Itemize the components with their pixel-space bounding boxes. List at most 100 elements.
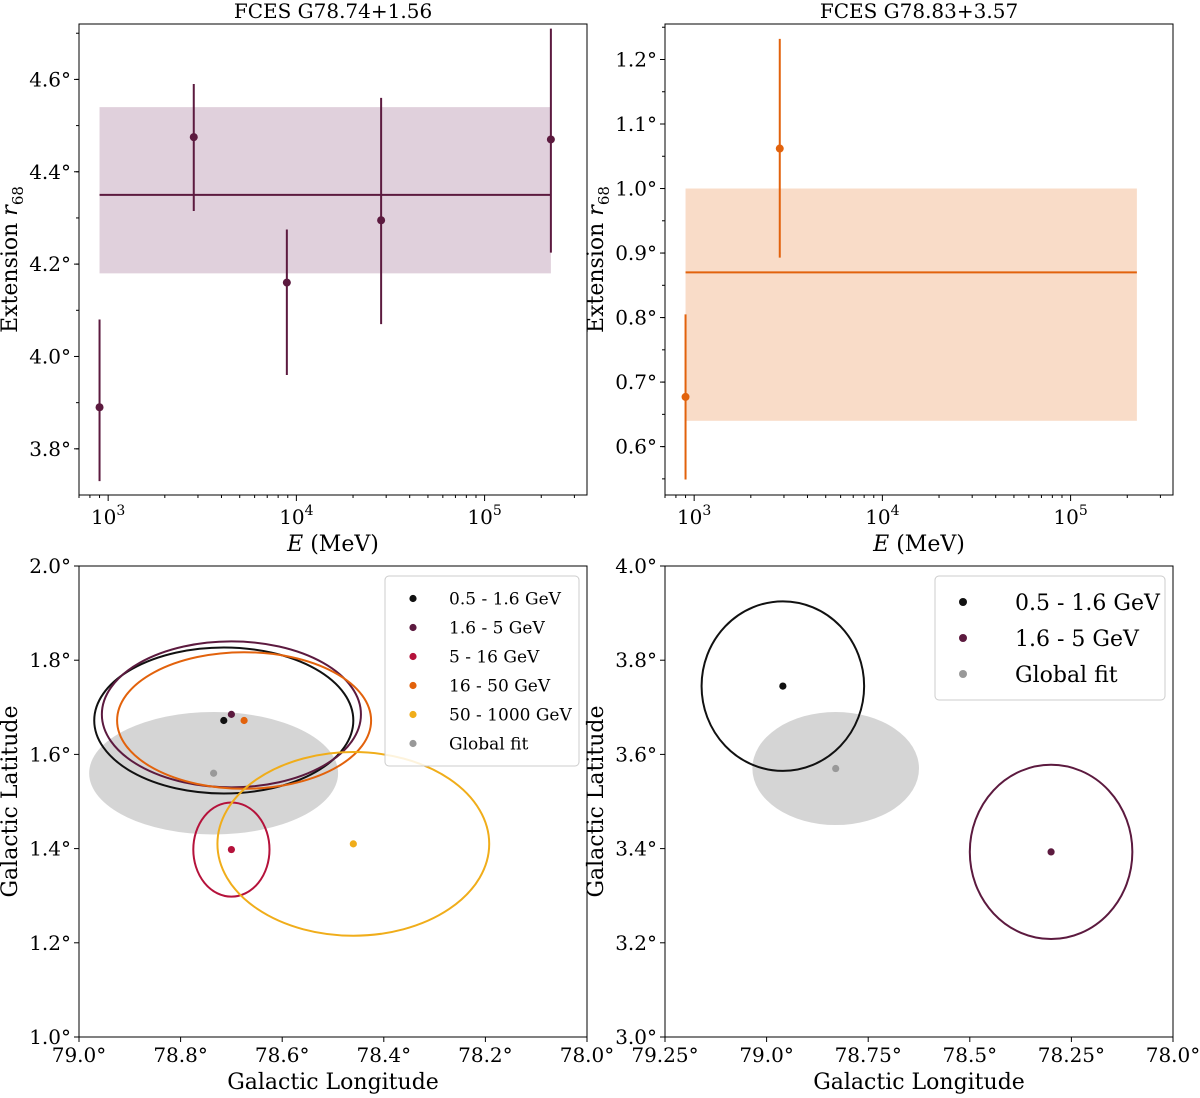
chart-position-left: 1.0° 1.2° 1.4° 1.6° 1.8° 2.0° 79.0° 78.8° 78.6° 7… [0,554,614,1095]
y-tick-label: 4.0° [29,344,71,368]
center-point-0 [220,716,228,725]
legend-label: Global fit [1015,663,1118,688]
axes-frame-0 [78,23,588,496]
legend-marker-0 [409,594,417,603]
global-fit-band [99,107,551,274]
y-tick-label: 4.4° [29,160,71,184]
y-axis-label-subscript: 68 [595,186,613,205]
legend-marker-0 [959,598,967,606]
x-tick-base: 10 [677,505,702,529]
data-point-4 [546,135,555,144]
y-axis-label-text: Extension [0,216,23,333]
y-tick-label: 4.6° [29,67,71,91]
legend-frame [934,575,1166,701]
x-tick-exponent: 3 [702,503,711,519]
axes-frame-3 [664,565,1174,1038]
x-tick-exponent: 5 [493,503,502,519]
center-point-1 [1047,848,1055,856]
x-tick-label: 105 [1053,503,1087,529]
axes-frame-1 [664,23,1174,496]
y-tick-label: 4.2° [29,252,71,276]
x-axis-label: Galactic Longitude [813,1070,1025,1095]
legend-label: 1.6 - 5 GeV [449,619,545,639]
y-tick-label: 0.7° [615,370,657,394]
legend-label: 50 - 1000 GeV [449,706,572,726]
x-tick-base: 10 [1053,505,1078,529]
x-tick-label: 78.25° [1038,1043,1105,1067]
center-point-5 [210,769,218,777]
x-tick-label: 78.8° [153,1043,208,1067]
center-point-4 [349,840,357,848]
y-tick-label: 1.8° [29,648,71,672]
y-tick-label: 3.0° [615,1025,657,1049]
center-point-2 [832,764,840,773]
y-tick-label: 1.1° [615,112,657,136]
x-axis-label-symbol: E [872,532,889,557]
x-tick-label: 79.25° [631,1043,698,1067]
extent-ellipse-1 [100,640,362,789]
x-axis-label: E (MeV) [872,532,965,557]
data-point-0 [95,403,104,412]
y-axis-label: Extension r68 [584,186,613,333]
data-point-1 [189,133,198,142]
x-tick-base: 10 [865,505,890,529]
y-axis-label: Galactic Latitude [0,705,23,897]
y-tick-label: 1.6° [29,742,71,766]
legend: 0.5 - 1.6 GeV 1.6 - 5 GeV Global fit [934,575,1166,701]
x-tick-base: 10 [279,505,304,529]
data-point-3 [377,216,386,225]
x-tick-label: 79.0° [739,1043,794,1067]
y-tick-label: 1.0° [29,1025,71,1049]
legend-label: 1.6 - 5 GeV [1015,627,1140,652]
legend-marker-3 [409,681,417,690]
legend-label: Global fit [449,735,528,755]
center-point-2 [227,845,235,854]
legend-marker-4 [409,710,417,719]
x-tick-label: 79.0° [52,1043,107,1067]
legend-label: 0.5 - 1.6 GeV [1015,591,1161,616]
y-tick-label: 1.2° [29,931,71,955]
data-point-1 [775,144,784,153]
x-axis-label-unit: (MeV) [303,532,379,557]
x-axis-label-symbol: E [286,532,303,557]
global-fit-band [685,188,1137,421]
y-tick-label: 0.8° [615,306,657,330]
legend: 0.5 - 1.6 GeV 1.6 - 5 GeV 5 - 16 GeV 16 - 5… [384,575,580,767]
legend-marker-2 [409,652,417,661]
legend-marker-2 [959,670,967,678]
x-tick-label: 105 [467,503,501,529]
y-tick-label: 2.0° [29,554,71,578]
y-tick-label: 3.8° [615,648,657,672]
y-axis-label: Extension r68 [0,186,27,333]
y-axis-label-symbol: r [584,204,609,216]
legend-label: 0.5 - 1.6 GeV [449,590,562,610]
y-tick-label: 3.8° [29,437,71,461]
y-tick-label: 0.9° [615,241,657,265]
x-tick-label: 78.4° [357,1043,412,1067]
center-point-3 [240,716,248,725]
chart-extension-right: 0.6°0.7°0.8°0.9°1.0°1.1°1.2°103 104 105FCE… [584,0,1161,557]
legend-marker-1 [409,623,417,632]
legend-marker-1 [959,634,967,642]
center-point-0 [779,682,787,690]
y-axis-label-symbol: r [0,204,23,216]
data-point-2 [282,278,291,287]
y-axis-label: Galactic Latitude [584,705,609,897]
chart-position-right: 3.0° 3.2° 3.4° 3.6° 3.8° 4.0° 79.25° 79.0° 78.75… [584,554,1200,1095]
x-tick-exponent: 4 [891,503,900,519]
x-tick-label: 103 [91,503,125,529]
x-tick-base: 10 [91,505,116,529]
x-tick-label: 78.6° [255,1043,310,1067]
data-point-0 [681,392,690,401]
legend-frame [384,575,580,767]
legend-label: 5 - 16 GeV [449,648,540,668]
x-tick-label: 78.0° [1146,1043,1200,1067]
center-point-1 [227,710,235,718]
panel-title: FCES G78.83+3.57 [820,0,1018,23]
y-tick-label: 4.0° [615,554,657,578]
y-tick-label: 3.4° [615,837,657,861]
x-axis-label-unit: (MeV) [889,532,965,557]
extent-ellipse-0 [93,646,355,795]
